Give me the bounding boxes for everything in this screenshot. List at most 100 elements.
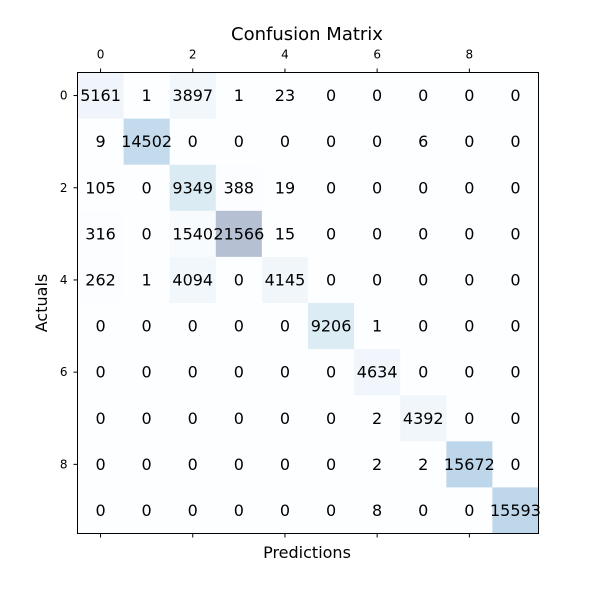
cell-value-label: 0 [418,270,428,289]
heatmap-cell [77,487,124,534]
heatmap-cell [308,349,355,396]
heatmap-cell [308,256,355,304]
heatmap-cell [215,303,263,350]
heatmap-cell [354,395,401,442]
heatmap-cell [169,441,217,488]
heatmap-cell [400,72,447,119]
heatmap-cell [308,210,355,258]
heatmap-cell [354,441,401,488]
heatmap-cell [215,164,263,212]
heatmap-cell [308,395,355,442]
heatmap-cell [215,210,263,258]
heatmap-cell [400,349,447,396]
cell-value-label: 0 [280,317,290,336]
cell-value-label: 0 [418,224,428,243]
cell-value-label: 0 [280,409,290,428]
x-axis-label: Predictions [263,543,351,562]
cell-value-label: 6 [418,132,428,151]
cell-value-label: 4392 [403,409,444,428]
heatmap-cell [354,210,401,258]
heatmap-cell [308,487,355,534]
cell-value-label: 0 [95,409,105,428]
cell-value-label: 9349 [172,178,213,197]
heatmap-cell [492,164,539,212]
heatmap-cell [354,256,401,304]
cell-value-label: 0 [372,224,382,243]
cell-value-label: 0 [280,363,290,382]
heatmap-cell [446,210,493,258]
heatmap-cell [446,487,493,534]
y-axis-ticks: 0 2 4 6 8 [60,89,78,471]
cell-value-label: 4094 [172,270,213,289]
heatmap-cell [123,164,170,212]
cell-value-label: 0 [326,270,336,289]
cell-value-label: 0 [510,270,520,289]
heatmap-cell [492,118,539,165]
y-tick-label: 6 [60,365,68,379]
heatmap-cell [446,72,493,119]
cell-value-label: 0 [510,132,520,151]
heatmap-cell [446,441,493,488]
heatmap-cell [400,487,447,534]
cell-value-label: 21566 [213,224,264,243]
cell-value-label: 0 [510,409,520,428]
cell-value-label: 9206 [311,317,352,336]
heatmap-cell [446,164,493,212]
heatmap-cell [354,487,401,534]
cell-value-label: 0 [188,409,198,428]
cell-value-label: 0 [95,501,105,520]
cell-value-label: 1 [372,317,382,336]
cell-value-label: 0 [418,363,428,382]
heatmap-cell [169,118,217,165]
heatmap-cells [77,72,539,534]
heatmap-cell [215,395,263,442]
heatmap-cell [446,118,493,165]
cell-value-label: 0 [142,455,152,474]
heatmap-cell [354,72,401,119]
heatmap-cell [400,395,447,442]
cell-value-label: 0 [510,224,520,243]
heatmap-cell [123,210,170,258]
heatmap-cell [400,210,447,258]
heatmap-cell [169,303,217,350]
heatmap-cell [123,441,170,488]
heatmap-cell [77,164,124,212]
heatmap-cell [492,441,539,488]
cell-value-label: 5161 [80,86,121,105]
cell-value-label: 0 [142,363,152,382]
heatmap-cell [354,118,401,165]
cell-value-label: 0 [464,86,474,105]
heatmap-cell [261,72,309,119]
heatmap-cell [169,349,217,396]
heatmap-cell [77,118,124,165]
heatmap-cell [492,256,539,304]
heatmap-cell [123,72,170,119]
heatmap-cell [169,256,217,304]
x-tick-label: 0 [97,48,105,62]
cell-value-label: 0 [464,501,474,520]
heatmap-cell [123,303,170,350]
heatmap-cell [123,256,170,304]
cell-value-label: 0 [372,178,382,197]
heatmap-cell [261,395,309,442]
plot-frame [77,72,539,534]
heatmap-cell [123,487,170,534]
cell-value-label: 14502 [121,132,172,151]
x-tick-label: 8 [466,48,474,62]
heatmap-cell [400,164,447,212]
heatmap-cell [77,210,124,258]
cell-value-label: 0 [326,224,336,243]
cell-value-label: 0 [372,132,382,151]
heatmap-cell [215,72,263,119]
heatmap-cell [354,303,401,350]
heatmap-cell [446,303,493,350]
cell-value-label: 0 [510,363,520,382]
heatmap-cell [77,441,124,488]
cell-value-label: 0 [464,317,474,336]
cell-value-label: 2 [372,409,382,428]
x-tick-label: 4 [281,48,289,62]
cell-value-label: 0 [188,363,198,382]
heatmap-cell [261,164,309,212]
heatmap-cell [492,210,539,258]
